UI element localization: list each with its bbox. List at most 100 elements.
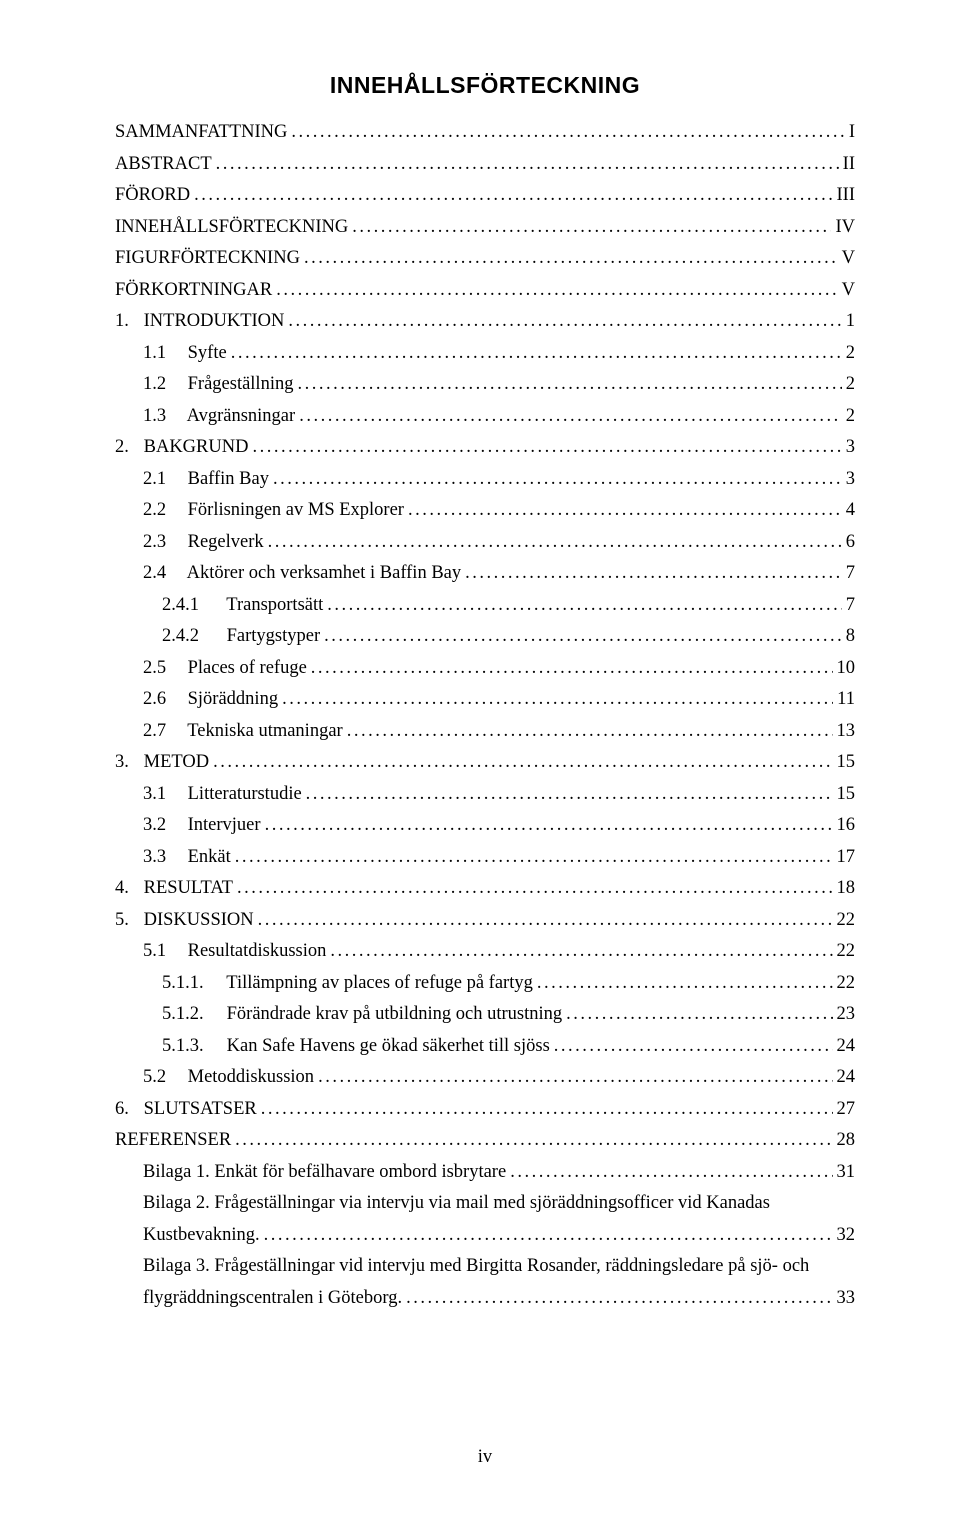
toc-leader (510, 1163, 832, 1182)
toc-entry-page: 11 (837, 690, 855, 709)
toc-entry-text: Bilaga 2. Frågeställningar via intervju … (143, 1193, 770, 1213)
toc-entry-label: 2.6 Sjöräddning (143, 690, 278, 709)
toc-entry-page: IV (835, 218, 855, 237)
toc-entry-page: 2 (846, 375, 855, 394)
toc-entry-label: 3. METOD (115, 753, 209, 772)
toc-entry-text: Kustbevakning. (143, 1226, 260, 1245)
toc-leader (306, 785, 833, 804)
toc-entry-text: REFERENSER (115, 1130, 231, 1150)
toc-entry-text: Syfte (188, 343, 227, 363)
toc-entry-label: Bilaga 1. Enkät för befälhavare ombord i… (143, 1163, 506, 1182)
toc-entry-text: Frågeställning (188, 374, 294, 394)
toc-leader (265, 816, 833, 835)
toc-entry-number: 2.4.1 (162, 596, 222, 615)
toc-entry-text: Tekniska utmaningar (187, 721, 342, 741)
toc-entry-continuation: Kustbevakning.32 (115, 1226, 855, 1245)
toc-entry: 3.1 Litteraturstudie15 (115, 785, 855, 804)
toc-entry: 6. SLUTSATSER27 (115, 1100, 855, 1119)
toc-entry-number: 2.2 (143, 501, 183, 520)
toc-entry-text: Places of refuge (188, 658, 307, 678)
toc-entry-label: FIGURFÖRTECKNING (115, 249, 300, 268)
toc-entry-page: II (843, 155, 855, 174)
page-number: iv (115, 1447, 855, 1468)
toc-leader (408, 501, 842, 520)
toc-entry-number: 1.2 (143, 375, 183, 394)
toc-entry-text: FÖRKORTNINGAR (115, 280, 272, 300)
toc-entry-number: 3.3 (143, 848, 183, 867)
toc-entry-label: 4. RESULTAT (115, 879, 233, 898)
toc-entry-page: 15 (837, 753, 856, 772)
toc-leader (554, 1037, 833, 1056)
toc-entry-label: 3.1 Litteraturstudie (143, 785, 302, 804)
toc-entry-label: 2.4.1 Transportsätt (162, 596, 323, 615)
toc-entry-continuation: flygräddningscentralen i Göteborg.33 (115, 1289, 855, 1308)
toc-entry-text: Regelverk (188, 532, 264, 552)
toc-entry-number: 1. (115, 312, 139, 331)
toc-entry-page: 22 (837, 911, 856, 930)
toc-entry-label: 1. INTRODUKTION (115, 312, 284, 331)
toc-entry-text: BAKGRUND (144, 437, 249, 457)
toc-entry-label: 6. SLUTSATSER (115, 1100, 257, 1119)
page-title: INNEHÅLLSFÖRTECKNING (115, 72, 855, 99)
toc-entry: 4. RESULTAT18 (115, 879, 855, 898)
toc-entry-text: Litteraturstudie (188, 784, 302, 804)
toc-entry: 2.4.2 Fartygstyper8 (115, 627, 855, 646)
toc-entry-number: 1.3 (143, 407, 183, 426)
toc-entry-page: 22 (837, 942, 856, 961)
toc-entry-text: Baffin Bay (188, 469, 269, 489)
toc-entry-number: 5.1 (143, 942, 183, 961)
toc-entry-page: I (849, 123, 855, 142)
toc-leader (297, 375, 841, 394)
toc-entry-page: 2 (846, 407, 855, 426)
toc-entry-text: METOD (144, 752, 209, 772)
toc-entry-number: 5.2 (143, 1068, 183, 1087)
toc-entry-number: 5.1.2. (162, 1005, 222, 1024)
toc-entry-label: 5.1 Resultatdiskussion (143, 942, 326, 961)
toc-entry-label: 2.4 Aktörer och verksamhet i Baffin Bay (143, 564, 461, 583)
toc-leader (324, 627, 842, 646)
toc-entry-text: Förändrade krav på utbildning och utrust… (227, 1004, 563, 1024)
toc-entry: 1.1 Syfte2 (115, 344, 855, 363)
toc-entry: 2.3 Regelverk6 (115, 533, 855, 552)
toc-entry-label: Bilaga 3. Frågeställningar vid intervju … (143, 1257, 809, 1276)
toc-leader (311, 659, 833, 678)
toc-entry-number: 2.5 (143, 659, 183, 678)
toc-leader (237, 879, 833, 898)
toc-entry-page: 7 (846, 564, 855, 583)
toc-leader (327, 596, 841, 615)
toc-leader (231, 344, 842, 363)
toc-entry-text: Intervjuer (188, 815, 261, 835)
toc-entry: 5.1.3. Kan Safe Havens ge ökad säkerhet … (115, 1037, 855, 1056)
toc-entry: 5.1.2. Förändrade krav på utbildning och… (115, 1005, 855, 1024)
toc-leader (566, 1005, 832, 1024)
toc-entry: 5.1.1. Tillämpning av places of refuge p… (115, 974, 855, 993)
toc-leader (406, 1289, 832, 1308)
toc-entry-page: 3 (846, 470, 855, 489)
toc-entry-text: Kan Safe Havens ge ökad säkerhet till sj… (227, 1036, 550, 1056)
toc-leader (194, 186, 832, 205)
toc-leader (258, 911, 833, 930)
toc-entry: 5.2 Metoddiskussion24 (115, 1068, 855, 1087)
toc-entry-label: 5. DISKUSSION (115, 911, 254, 930)
toc-entry-text: Avgränsningar (187, 406, 296, 426)
toc-entry: ABSTRACTII (115, 155, 855, 174)
toc-entry-label: 2.1 Baffin Bay (143, 470, 269, 489)
toc-entry-page: 31 (837, 1163, 856, 1182)
toc-entry: INNEHÅLLSFÖRTECKNINGIV (115, 218, 855, 237)
toc-entry: 2.5 Places of refuge10 (115, 659, 855, 678)
toc-entry: FIGURFÖRTECKNINGV (115, 249, 855, 268)
toc-entry-label: 5.1.2. Förändrade krav på utbildning och… (162, 1005, 562, 1024)
toc-entry-label: 5.1.1. Tillämpning av places of refuge p… (162, 974, 533, 993)
toc-entry-text: flygräddningscentralen i Göteborg. (143, 1289, 402, 1308)
toc-entry-label: 1.3 Avgränsningar (143, 407, 295, 426)
toc-leader (268, 533, 842, 552)
toc-entry: 2.4.1 Transportsätt7 (115, 596, 855, 615)
toc-leader (235, 848, 833, 867)
toc-entry-label: FÖRORD (115, 186, 190, 205)
toc-entry: REFERENSER28 (115, 1131, 855, 1150)
toc-entry: 2.4 Aktörer och verksamhet i Baffin Bay 7 (115, 564, 855, 583)
toc-entry-label: REFERENSER (115, 1131, 231, 1150)
toc-entry: 1. INTRODUKTION1 (115, 312, 855, 331)
toc-leader (304, 249, 838, 268)
toc-entry-number: 2.1 (143, 470, 183, 489)
